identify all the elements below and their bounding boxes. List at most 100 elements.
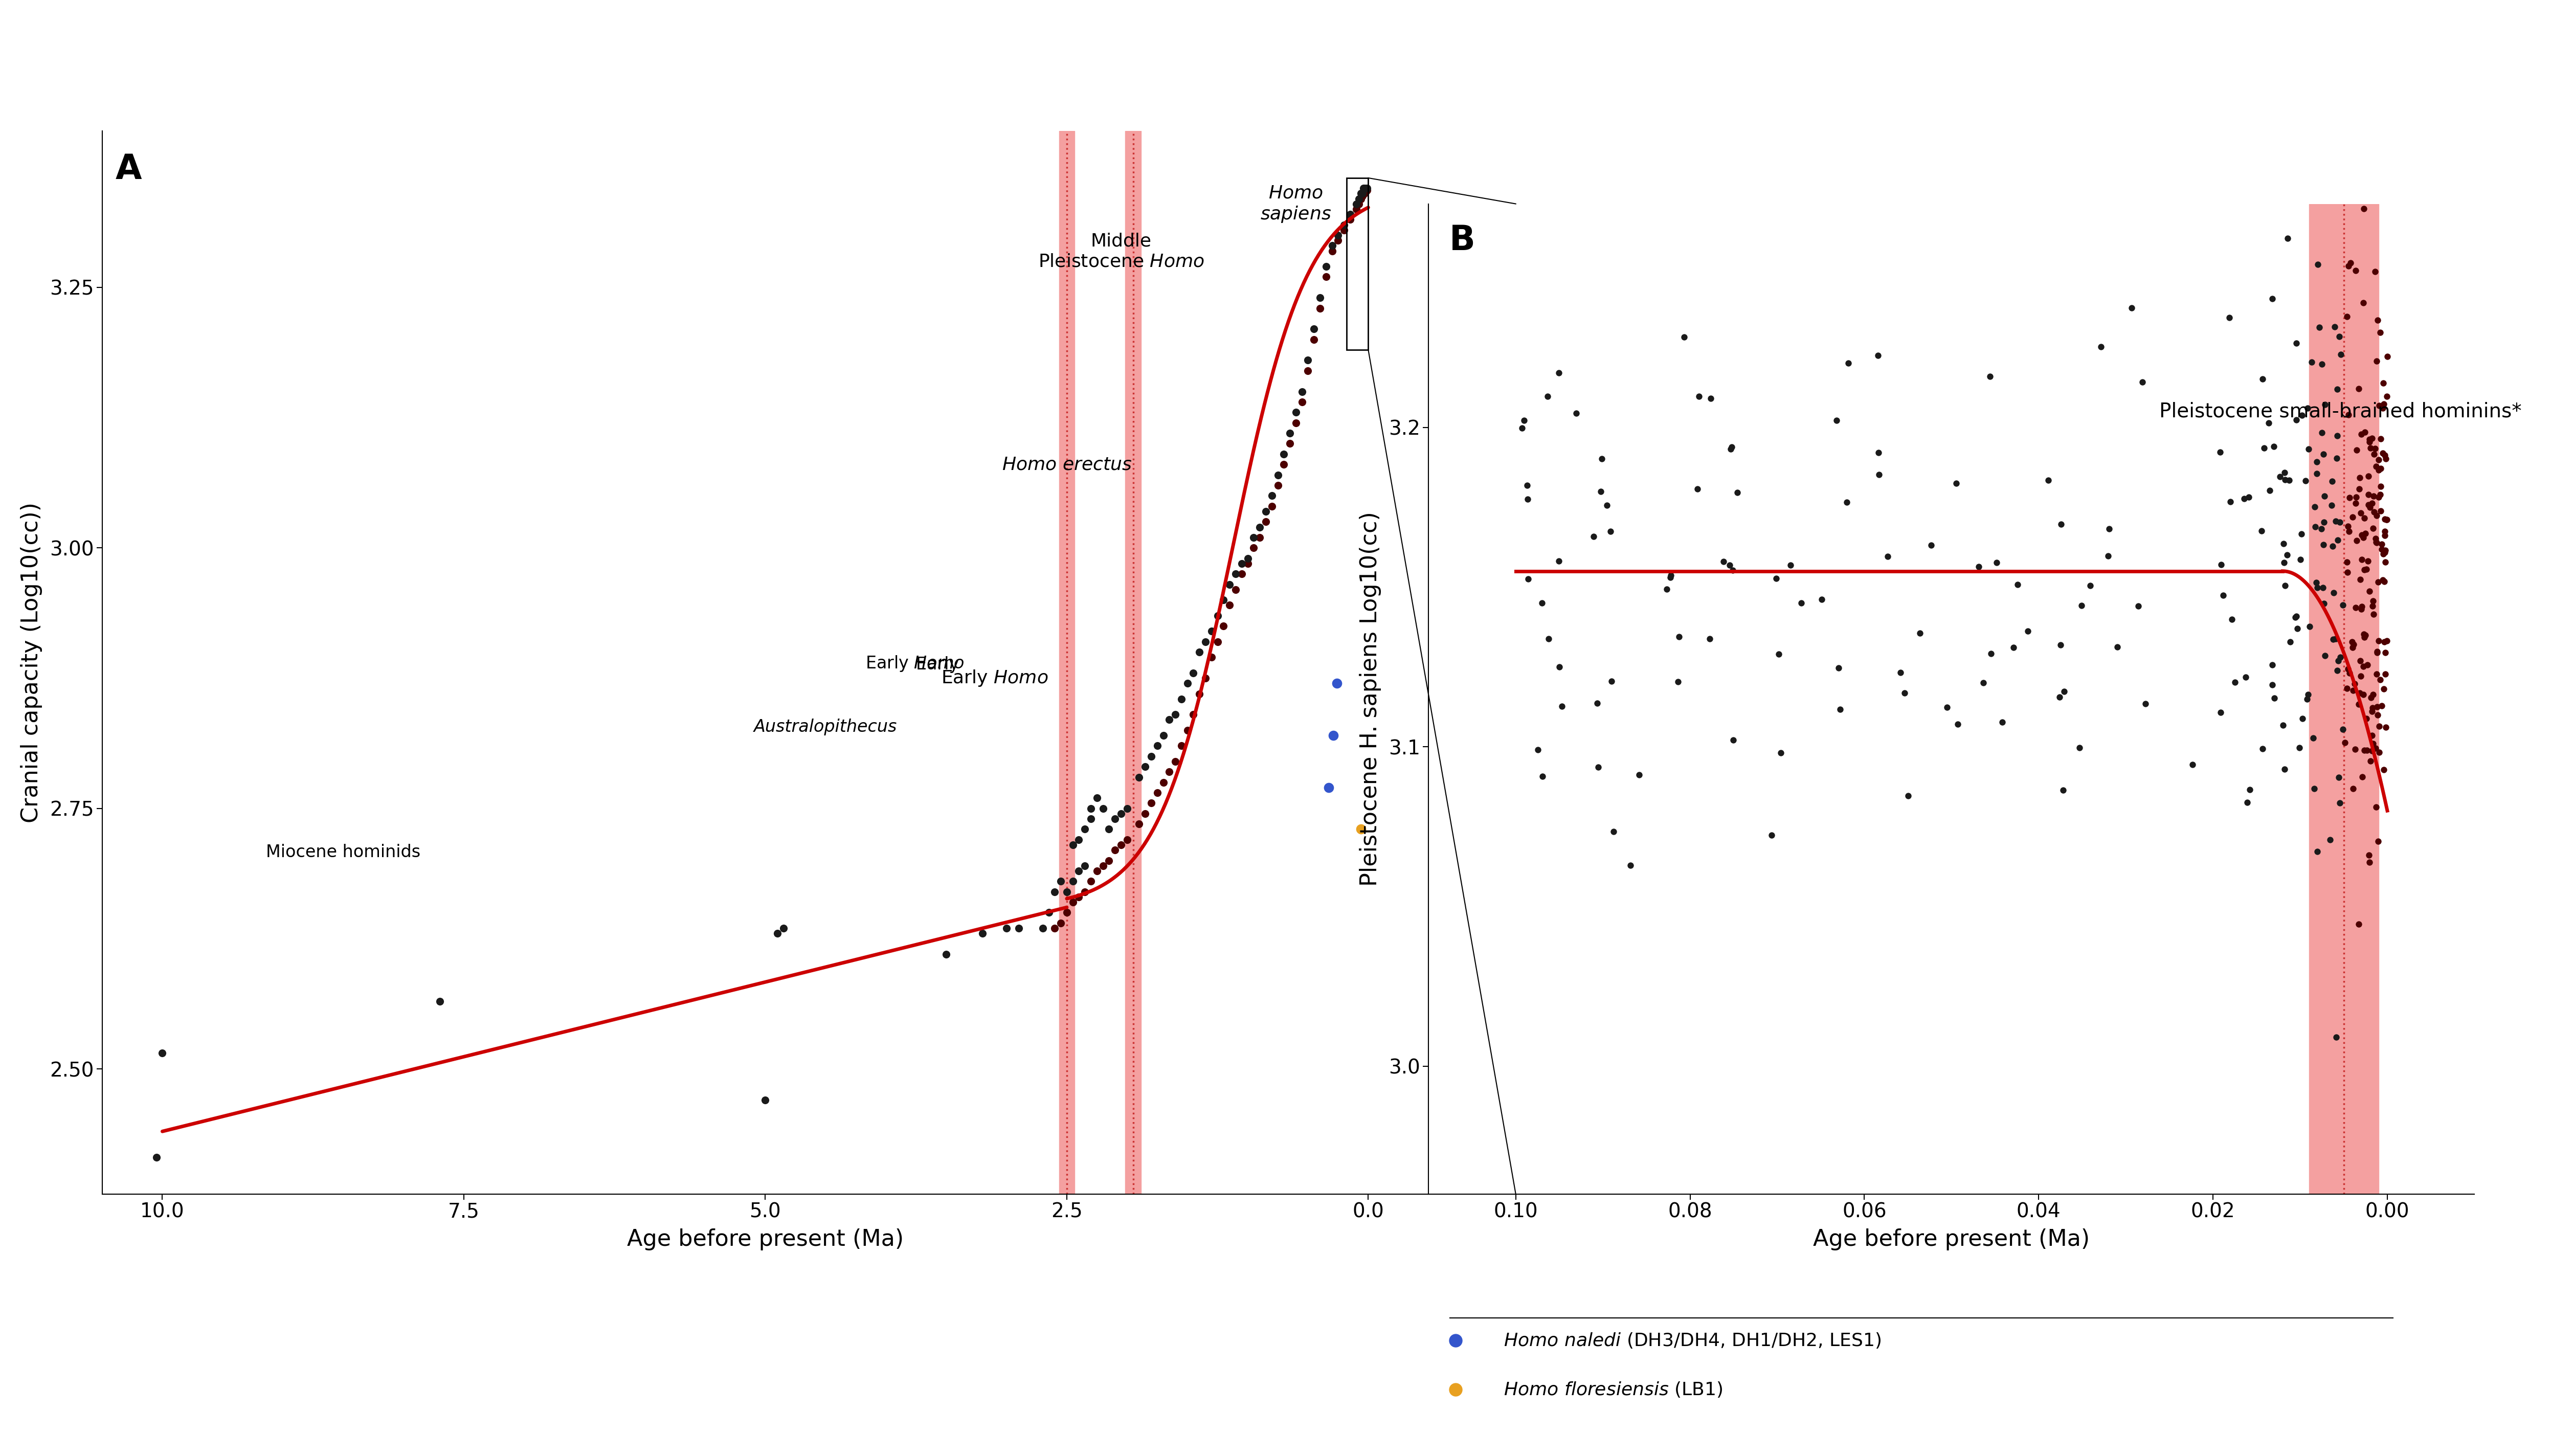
Point: [1173, 703, 1214, 727]
Point: [1046, 901, 1087, 925]
Point: [1214, 578, 1255, 601]
Point: [2332, 505, 2372, 529]
Point: [1770, 553, 1811, 577]
Point: [2291, 351, 2332, 374]
Point: [2352, 603, 2393, 626]
Point: [1232, 536, 1273, 559]
Point: [1347, 179, 1388, 202]
Point: [2334, 673, 2375, 696]
Point: [2242, 367, 2283, 390]
Point: [2339, 693, 2380, 716]
Point: [2355, 530, 2395, 553]
Point: [2367, 345, 2408, 368]
Point: [1240, 515, 1281, 539]
Point: [2365, 447, 2406, 470]
Point: [2311, 534, 2352, 558]
Point: [1342, 182, 1383, 205]
Point: [2349, 843, 2390, 866]
Point: [2362, 396, 2403, 419]
Point: [2301, 352, 2342, 376]
Bar: [1059, 131, 1074, 1194]
Point: [2321, 344, 2362, 367]
X-axis label: Age before present (Ma): Age before present (Ma): [628, 1229, 903, 1251]
Point: [2298, 6, 2339, 29]
Point: [2365, 641, 2406, 664]
Point: [1342, 182, 1383, 205]
Point: [1099, 802, 1140, 826]
Point: [2329, 252, 2370, 275]
Point: [1867, 545, 1908, 568]
Point: [1538, 549, 1579, 572]
Point: [1936, 472, 1977, 495]
Point: [1755, 566, 1796, 590]
Point: [2339, 568, 2380, 591]
Point: [1064, 818, 1105, 842]
Point: [2117, 594, 2158, 617]
Y-axis label: Cranial capacity (Log10(cc)): Cranial capacity (Log10(cc)): [20, 502, 43, 823]
Point: [1319, 229, 1360, 252]
Point: [2344, 683, 2385, 706]
Point: [2357, 448, 2398, 472]
Point: [2357, 349, 2398, 373]
Point: [1089, 818, 1130, 842]
Point: [1138, 734, 1179, 757]
Point: [2332, 636, 2372, 660]
Point: [2041, 633, 2082, 657]
Point: [1263, 453, 1304, 476]
Point: [1143, 724, 1184, 747]
Point: [2347, 464, 2388, 488]
Point: [2339, 478, 2380, 501]
Point: [2329, 520, 2370, 543]
Point: [2357, 486, 2398, 510]
Point: [2344, 738, 2385, 761]
Point: [1712, 559, 1753, 582]
Point: [2342, 422, 2383, 446]
Point: [2288, 437, 2329, 460]
Point: [2352, 485, 2393, 508]
Point: [1281, 390, 1321, 414]
Point: [1071, 869, 1112, 893]
Point: [2059, 737, 2099, 760]
Point: [2352, 594, 2393, 617]
Point: [1166, 719, 1207, 743]
Point: [2275, 408, 2316, 431]
Point: [1245, 499, 1286, 523]
Point: [2357, 830, 2398, 853]
Point: [1196, 630, 1237, 654]
Point: [1186, 667, 1227, 690]
Point: [1107, 828, 1148, 852]
Point: [2253, 287, 2293, 310]
Point: [1962, 671, 2003, 695]
Point: [1717, 480, 1758, 504]
Point: [2296, 462, 2337, 485]
Point: [2296, 253, 2337, 277]
Point: [1054, 869, 1094, 893]
Point: [2250, 479, 2291, 502]
Point: [1227, 546, 1268, 569]
Point: [2087, 545, 2128, 568]
Point: [2212, 607, 2253, 630]
Point: [2329, 255, 2370, 278]
Point: [2268, 543, 2309, 566]
Point: [2365, 662, 2406, 686]
Point: [2112, 296, 2153, 319]
Point: [1186, 630, 1227, 654]
Point: [2204, 584, 2245, 607]
Point: [2327, 657, 2367, 680]
Point: [2355, 501, 2395, 524]
Point: [1339, 188, 1380, 211]
Point: [1209, 572, 1250, 596]
Point: [2278, 617, 2319, 641]
Text: $\it{Homo\ floresiensis}$ (LB1): $\it{Homo\ floresiensis}$ (LB1): [1503, 1380, 1722, 1399]
Point: [2245, 437, 2286, 460]
Point: [2344, 558, 2385, 581]
Text: $\it{Homo}$
$\it{sapiens}$: $\it{Homo}$ $\it{sapiens}$: [1260, 185, 1332, 224]
Point: [1138, 780, 1179, 804]
Point: [1528, 628, 1569, 651]
Point: [1173, 661, 1214, 684]
Point: [2362, 371, 2403, 395]
Point: [2242, 737, 2283, 760]
Point: [2242, 520, 2283, 543]
Point: [2365, 540, 2406, 563]
Point: [1712, 435, 1753, 459]
